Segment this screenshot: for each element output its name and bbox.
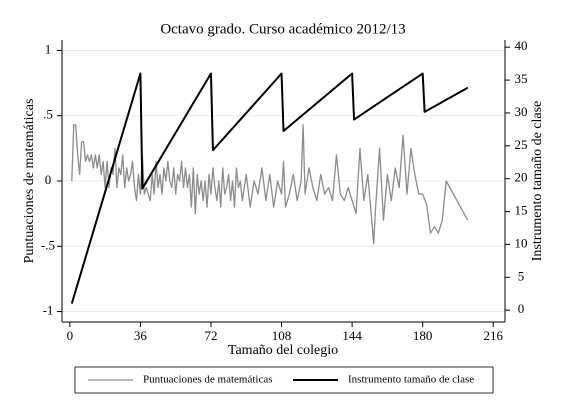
y-tick-label: 0 [45,172,52,187]
y2-tick-label: 0 [518,301,525,316]
legend-label: Puntuaciones de matemáticas [143,374,273,386]
x-tick-label: 72 [204,328,217,343]
x-tick-label: 36 [134,328,148,343]
y2-tick-label: 20 [515,170,528,185]
series-line [71,124,469,245]
y2-tick-label: 15 [515,203,528,218]
y-tick-label: -1 [43,303,54,318]
y-tick-label: -.5 [41,237,55,252]
y2-tick-label: 35 [515,71,528,86]
y2-tick-label: 25 [515,137,528,152]
y-tick-label: 1 [45,41,52,56]
x-tick-label: 216 [483,328,503,343]
y-tick-label: .5 [43,107,53,122]
y2-tick-label: 5 [518,268,525,283]
legend-box [74,366,494,394]
x-tick-label: 144 [342,328,362,343]
x-tick-label: 0 [67,328,74,343]
x-tick-label: 108 [272,328,292,343]
x-axis-title: Tamaño del colegio [228,343,338,358]
y2-axis-title: Instrumento tamaño de clase [530,101,545,262]
y2-tick-label: 40 [515,38,528,53]
x-tick-label: 180 [413,328,433,343]
legend-label: Instrumento tamaño de clase [348,374,474,386]
series-line [70,72,469,304]
y2-tick-label: 10 [515,235,528,250]
y-axis-title: Puntuaciones de matemáticas [22,99,37,264]
chart-title: Octavo grado. Curso académico 2012/13 [160,21,405,37]
y2-tick-label: 30 [515,104,528,119]
